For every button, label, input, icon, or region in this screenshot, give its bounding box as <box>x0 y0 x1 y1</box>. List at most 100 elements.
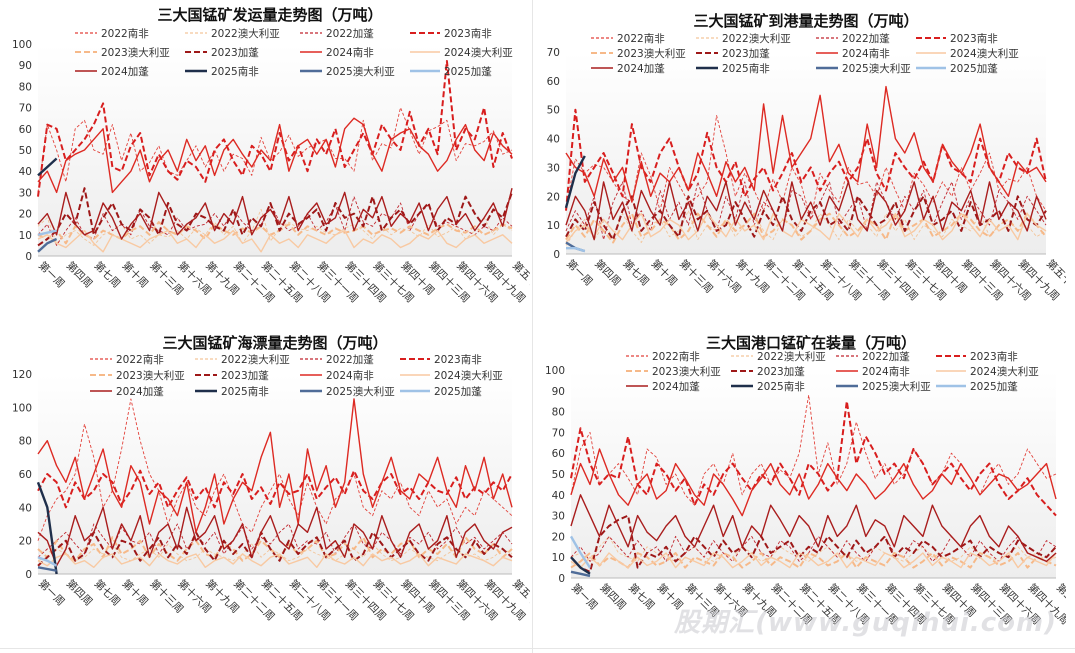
y-tick-label: 100 <box>545 365 565 377</box>
chart-panel-arrival: 0 10 20 30 40 50 60 70 第一周 第四周 第七周 第十周 第十三周 第十六周 第十九周第… <box>536 0 1066 325</box>
chart-panel-shipment: 0 10 20 30 40 50 60 70 80 90 100 第一周 第四周 第七周 第十周 第十三周 第十… <box>0 0 530 325</box>
legend-label: 2023南非 <box>434 353 482 366</box>
y-tick-label: 0 <box>25 569 32 581</box>
plot-background <box>571 370 1056 578</box>
legend-label: 2025澳大利亚 <box>842 62 911 75</box>
legend-label: 2022加蓬 <box>326 28 374 40</box>
legend-label: 2023澳大利亚 <box>617 47 686 60</box>
series-line <box>37 187 513 247</box>
y-tick-label: 60 <box>19 469 32 481</box>
x-tick-label: 第四周 <box>592 257 623 288</box>
legend-label: 2022澳大利亚 <box>211 27 280 40</box>
chart-title: 三大国港口锰矿在装量（万吨） <box>706 334 916 352</box>
series-line <box>37 543 513 562</box>
legend-label: 2025加蓬 <box>950 63 998 75</box>
y-axis: 0 10 20 30 40 50 60 70 80 90 100 <box>545 365 565 585</box>
x-axis: 第一周第四周第七周第十周第十三周第十六周第十九周第二十二周第二十五周第二十八周第… <box>564 257 1066 303</box>
series-line <box>570 556 591 575</box>
legend-label: 2022南非 <box>652 350 700 363</box>
x-tick-label: 第四周 <box>64 259 95 290</box>
series-line <box>564 155 586 209</box>
legend-label: 2022南非 <box>101 27 149 40</box>
series-line <box>37 566 57 572</box>
x-axis: 第一周第四周第七周第十周第十三周第十六周第十九周第二十二周第二十五周第二十八周第… <box>36 577 530 623</box>
x-tick-label: 第十周 <box>120 259 151 290</box>
legend-label: 2025加蓬 <box>444 66 492 78</box>
legend-label: 2023南非 <box>970 350 1018 363</box>
y-tick-label: 120 <box>12 369 32 381</box>
watermark: 股期汇(www.guqihui.com) <box>674 608 1057 638</box>
y-tick-label: 70 <box>547 47 560 59</box>
series-group <box>36 398 513 575</box>
chart-title: 三大国锰矿发运量走势图（万吨） <box>157 6 382 24</box>
legend-label: 2023澳大利亚 <box>101 46 170 59</box>
series-line <box>570 448 1057 517</box>
series-line <box>565 85 1047 203</box>
legend-label: 2025加蓬 <box>434 386 482 398</box>
series-line <box>569 535 592 569</box>
legend-label: 2022加蓬 <box>326 354 374 366</box>
legend-label: 2024加蓬 <box>652 381 700 393</box>
series-line <box>570 400 1057 517</box>
series-line <box>37 237 58 253</box>
series-line <box>37 531 513 567</box>
legend-label: 2025加蓬 <box>970 381 1018 393</box>
series-group <box>37 60 513 253</box>
x-tick-label: 第一周 <box>36 259 67 290</box>
y-tick-label: 80 <box>19 436 32 448</box>
series-line <box>570 552 1057 569</box>
y-tick-label: 20 <box>547 191 560 203</box>
chart-loading: 0102030405060708090100第一周第四周第七周第十周第十三周第十… <box>545 334 1066 627</box>
y-tick-label: 30 <box>552 511 565 523</box>
y-tick-label: 40 <box>552 490 565 502</box>
legend-label: 2024加蓬 <box>116 386 164 398</box>
series-line <box>37 553 513 569</box>
y-tick-label: 30 <box>547 162 560 174</box>
series-line <box>570 494 1057 563</box>
y-tick-label: 40 <box>19 502 32 514</box>
y-axis: 0 10 20 30 40 50 60 70 80 90 100 <box>12 39 32 263</box>
legend-label: 2022南非 <box>116 353 164 366</box>
series-line <box>570 514 1057 573</box>
y-tick-label: 30 <box>19 187 32 199</box>
chart-shipment: 0 10 20 30 40 50 60 70 80 90 100 第一周第四周第七周第十周第十三周第十… <box>12 6 530 305</box>
legend-label: 2023加蓬 <box>221 370 269 382</box>
legend-label: 2024加蓬 <box>101 66 149 78</box>
x-tick-label: 第七周 <box>92 259 123 290</box>
legend-label: 2023加蓬 <box>722 48 770 60</box>
legend-label: 2025南非 <box>221 385 269 398</box>
series-line <box>565 212 1047 244</box>
series-line <box>37 229 57 236</box>
legend-label: 2023南非 <box>444 27 492 40</box>
y-tick-label: 50 <box>547 105 560 117</box>
y-tick-label: 90 <box>552 386 565 398</box>
series-group <box>564 85 1047 253</box>
y-tick-label: 20 <box>19 209 32 221</box>
x-tick-label: 第十周 <box>120 577 151 608</box>
legend-label: 2025澳大利亚 <box>862 380 931 393</box>
legend-label: 2025南非 <box>722 62 770 75</box>
series-line <box>565 115 1047 220</box>
x-tick-label: 第七周 <box>92 577 123 608</box>
series-line <box>565 195 1047 241</box>
y-tick-label: 40 <box>19 166 32 178</box>
legend-label: 2022澳大利亚 <box>221 353 290 366</box>
legend-label: 2023加蓬 <box>211 47 259 59</box>
legend-label: 2023加蓬 <box>757 366 805 378</box>
x-tick-label: 第四周 <box>64 577 95 608</box>
x-tick-label: 第十周 <box>649 257 680 288</box>
y-tick-label: 0 <box>558 573 565 585</box>
series-line <box>37 117 513 194</box>
y-tick-label: 0 <box>25 251 32 263</box>
legend-label: 2025南非 <box>757 380 805 393</box>
y-tick-label: 20 <box>552 531 565 543</box>
series-line <box>570 570 591 578</box>
y-tick-label: 70 <box>552 427 565 439</box>
chart-floating: 0 20 40 60 80 100 120 第一周第四周第七周第十周第十三周第十六周第十九周第… <box>12 334 530 623</box>
series-line <box>37 229 513 253</box>
y-tick-label: 60 <box>547 76 560 88</box>
legend-label: 2024澳大利亚 <box>950 47 1019 60</box>
y-tick-label: 70 <box>19 103 32 115</box>
legend-label: 2022澳大利亚 <box>722 32 791 45</box>
chart-title: 三大国锰矿到港量走势图（万吨） <box>693 12 918 30</box>
